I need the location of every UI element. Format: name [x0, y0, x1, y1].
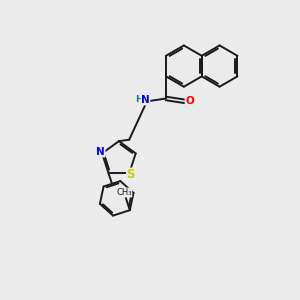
Text: S: S	[127, 168, 135, 181]
Text: O: O	[185, 96, 194, 106]
Text: N: N	[96, 147, 105, 157]
Text: N: N	[141, 95, 150, 105]
Text: H: H	[135, 95, 142, 104]
Text: CH₃: CH₃	[116, 188, 132, 197]
